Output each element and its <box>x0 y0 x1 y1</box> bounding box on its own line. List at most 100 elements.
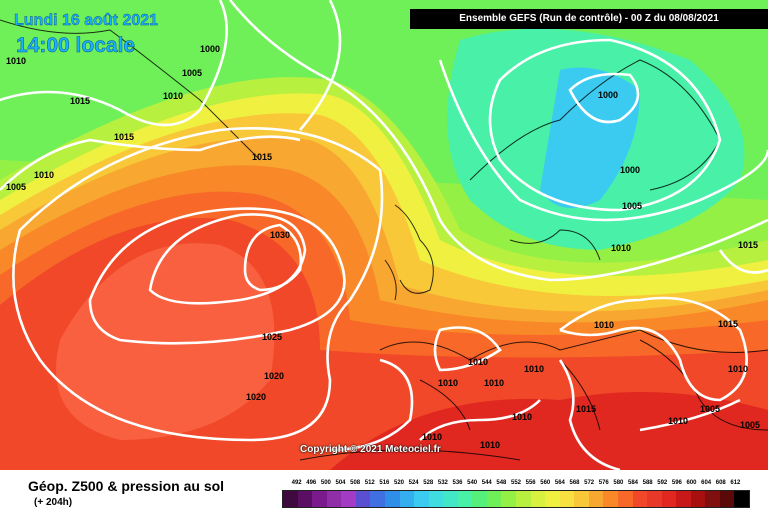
color-scale-swatch <box>545 491 560 507</box>
isobar-label: 1025 <box>262 332 282 342</box>
geopotential-map: 1000 1010 1005 1010 1015 1015 1010 1005 … <box>0 0 768 470</box>
color-scale-swatch <box>326 491 342 507</box>
color-scale-tick-label: 604 <box>701 480 712 486</box>
isobar-label: 1005 <box>182 68 202 78</box>
color-scale-tick-label: 544 <box>481 480 492 486</box>
isobar-label: 1010 <box>438 378 458 388</box>
color-scale-tick-label: 612 <box>730 480 741 486</box>
color-scale-tick-label: 596 <box>671 480 682 486</box>
color-scale-tick-label: 552 <box>510 480 522 486</box>
color-scale-tick-label: 540 <box>467 480 478 486</box>
color-scale-swatch <box>603 491 618 507</box>
color-scale-swatch <box>588 491 604 507</box>
color-scale-swatch <box>414 491 429 507</box>
forecast-date: Lundi 16 août 2021 <box>14 12 159 29</box>
color-scale-swatch <box>516 491 531 507</box>
color-scale-tick-label: 500 <box>320 480 331 486</box>
color-scale-swatch <box>705 491 720 507</box>
color-scale-tick-label: 548 <box>496 480 507 486</box>
isobar-label: 1010 <box>480 440 500 450</box>
isobar-label: 1000 <box>200 44 220 54</box>
color-scale-labels: 492 496 500 504 508 512 516 520 524 528 532 536 540 5… <box>282 480 750 488</box>
isobar-label: 1010 <box>422 432 442 442</box>
color-scale-swatch <box>297 491 313 507</box>
color-scale-swatch <box>530 491 546 507</box>
isobar-label: 1005 <box>622 201 642 211</box>
color-scale-swatch <box>734 491 749 507</box>
color-scale-tick-label: 492 <box>291 480 302 486</box>
color-scale-tick-label: 496 <box>306 480 317 486</box>
color-scale-swatch <box>719 491 735 507</box>
isobar-label: 1015 <box>738 240 758 250</box>
field-salmon-anticyclone <box>56 243 275 440</box>
isobar-label: 1010 <box>6 56 26 66</box>
color-scale-tick-label: 592 <box>657 480 668 486</box>
color-scale-swatch <box>647 491 662 507</box>
color-scale-tick-label: 572 <box>584 480 595 486</box>
isobar-label: 1005 <box>740 420 760 430</box>
isobar-label: 1010 <box>163 91 183 101</box>
run-info-banner: Ensemble GEFS (Run de contrôle) - 00 Z d… <box>410 9 768 29</box>
forecast-lead-time: (+ 204h) <box>34 497 73 508</box>
color-scale-tick-label: 560 <box>540 480 551 486</box>
isobar-label: 1005 <box>700 404 720 414</box>
color-scale-tick-label: 536 <box>452 480 463 486</box>
color-scale-swatch <box>399 491 415 507</box>
color-scale-tick-label: 556 <box>525 480 536 486</box>
isobar-label: 1015 <box>114 132 134 142</box>
color-scale-tick-label: 508 <box>350 480 361 486</box>
color-scale-swatch <box>355 491 371 507</box>
color-scale-tick-label: 584 <box>627 480 639 486</box>
isobar-label: 1010 <box>668 416 688 426</box>
color-scale-swatch <box>472 491 487 507</box>
color-scale-swatch <box>486 491 502 507</box>
isobar-label: 1010 <box>728 364 748 374</box>
color-scale-swatch <box>312 491 327 507</box>
color-scale-swatch <box>661 491 677 507</box>
color-scale-swatch <box>617 491 633 507</box>
color-scale-swatch <box>559 491 575 507</box>
isobar-label: 1010 <box>512 412 532 422</box>
isobar-labels: 1000 1010 1005 1010 1015 1015 1010 1005 … <box>6 44 760 450</box>
isobar-label: 1000 <box>598 90 618 100</box>
color-scale-tick-label: 512 <box>364 480 375 486</box>
copyright-notice: Copyright © 2021 Meteociel.fr <box>300 444 441 455</box>
isobar-label: 1015 <box>70 96 90 106</box>
color-scale-swatch <box>690 491 706 507</box>
isobar-label: 1010 <box>524 364 544 374</box>
color-scale-tick-label: 532 <box>437 480 448 486</box>
isobar-label: 1020 <box>264 371 284 381</box>
color-scale-tick-label: 516 <box>379 480 390 486</box>
color-scale-swatch <box>384 491 400 507</box>
color-scale-tick-label: 528 <box>423 480 434 486</box>
isobar-label: 1015 <box>252 152 272 162</box>
color-scale-tick-label: 524 <box>408 480 419 486</box>
color-scale-tick-label: 600 <box>686 480 697 486</box>
isobar-label: 1030 <box>270 230 290 240</box>
isobar-label: 1015 <box>576 404 596 414</box>
color-scale-tick-label: 504 <box>335 480 346 486</box>
isobars <box>0 0 768 470</box>
color-scale-swatch <box>632 491 648 507</box>
color-scale-swatch <box>341 491 356 507</box>
isobar-label: 1010 <box>484 378 504 388</box>
color-scale-swatch <box>428 491 444 507</box>
legend-footer: Géop. Z500 & pression au sol (+ 204h) 49… <box>0 470 768 512</box>
color-scale-swatch <box>574 491 589 507</box>
color-scale-swatch <box>283 491 298 507</box>
color-scale-bar <box>282 490 750 508</box>
isobar-label: 1015 <box>718 319 738 329</box>
color-scale-swatch <box>501 491 516 507</box>
isobar-label: 1010 <box>594 320 614 330</box>
isobar-label: 1000 <box>620 165 640 175</box>
isobar-label: 1020 <box>246 392 266 402</box>
field-aqua-scandinavia <box>540 67 640 208</box>
isobar-label: 1010 <box>34 170 54 180</box>
color-scale-tick-label: 564 <box>554 480 565 486</box>
isobar-label: 1010 <box>611 243 631 253</box>
isobar-label: 1005 <box>6 182 26 192</box>
coastlines <box>0 19 768 461</box>
color-scale-swatch <box>457 491 473 507</box>
map-title: Géop. Z500 & pression au sol <box>28 478 225 494</box>
